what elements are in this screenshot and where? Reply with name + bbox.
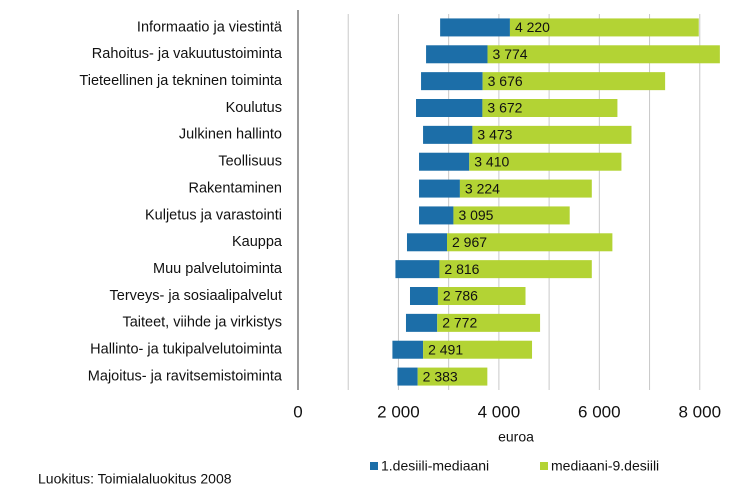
x-tick-label: 4 000 bbox=[478, 402, 521, 421]
bar-segment bbox=[423, 125, 473, 144]
x-tick-label: 2 000 bbox=[377, 402, 420, 421]
bar-segment bbox=[469, 152, 622, 171]
data-label: 2 967 bbox=[452, 234, 487, 250]
data-label: 3 224 bbox=[465, 180, 500, 196]
data-label: 3 672 bbox=[487, 100, 522, 116]
footnote: Luokitus: Toimialaluokitus 2008 bbox=[38, 471, 232, 486]
bar-segment bbox=[472, 125, 632, 144]
y-tick-label: Rahoitus- ja vakuutustoiminta bbox=[92, 46, 283, 62]
legend-swatch bbox=[370, 462, 378, 470]
bar-segment bbox=[419, 179, 460, 198]
bar-segment bbox=[419, 152, 470, 171]
data-label: 2 772 bbox=[442, 315, 477, 331]
bar-segment bbox=[423, 340, 533, 359]
y-tick-label: Kauppa bbox=[232, 234, 283, 250]
legend-swatch bbox=[540, 462, 548, 470]
x-tick-label: 6 000 bbox=[578, 402, 621, 421]
bar-segment bbox=[426, 45, 488, 64]
data-label: 2 491 bbox=[428, 341, 463, 357]
x-tick-label: 0 bbox=[293, 402, 302, 421]
bar-segment bbox=[447, 233, 613, 252]
y-tick-label: Teollisuus bbox=[218, 154, 282, 170]
bar-segment bbox=[437, 313, 541, 332]
x-tick-label: 8 000 bbox=[679, 402, 722, 421]
bar-segment bbox=[482, 99, 618, 117]
bar-segment bbox=[416, 99, 483, 117]
y-tick-label: Taiteet, viihde ja virkistys bbox=[122, 315, 282, 331]
y-tick-label: Rakentaminen bbox=[189, 180, 283, 196]
y-tick-label: Julkinen hallinto bbox=[179, 127, 282, 143]
bar-segment bbox=[395, 260, 440, 279]
legend-label: mediaani-9.desiili bbox=[551, 458, 659, 474]
bar-segment bbox=[397, 367, 418, 386]
y-tick-label: Koulutus bbox=[226, 100, 282, 116]
data-label: 2 383 bbox=[423, 368, 458, 384]
data-label: 3 410 bbox=[474, 153, 509, 169]
y-tick-label: Majoitus- ja ravitsemistoiminta bbox=[88, 368, 283, 384]
y-tick-label: Hallinto- ja tukipalvelutoiminta bbox=[90, 342, 283, 358]
bar-segment bbox=[417, 367, 488, 386]
data-label: 3 676 bbox=[488, 73, 523, 89]
bar-segment bbox=[421, 72, 483, 91]
data-label: 3 473 bbox=[477, 127, 512, 143]
bar-segment bbox=[406, 233, 448, 252]
data-label: 4 220 bbox=[515, 19, 550, 35]
data-label: 2 816 bbox=[444, 261, 479, 277]
y-tick-label: Muu palvelutoiminta bbox=[153, 261, 283, 277]
x-axis-label: euroa bbox=[498, 429, 534, 445]
y-tick-label: Tieteellinen ja tekninen toiminta bbox=[79, 73, 283, 89]
bar-segment bbox=[419, 206, 454, 225]
bar-segment bbox=[487, 45, 720, 64]
data-label: 3 774 bbox=[493, 46, 528, 62]
y-tick-label: Informaatio ja viestintä bbox=[137, 19, 283, 35]
bar-segment bbox=[437, 287, 526, 305]
data-label: 3 095 bbox=[458, 207, 493, 223]
data-label: 2 786 bbox=[443, 288, 478, 304]
bar-segment bbox=[439, 260, 592, 279]
bar-segment bbox=[509, 18, 699, 37]
bar-segment bbox=[409, 287, 438, 305]
bar-segment bbox=[440, 18, 510, 37]
bar-segment bbox=[459, 179, 592, 198]
legend-label: 1.desiili-mediaani bbox=[381, 458, 489, 474]
bar-segment bbox=[405, 313, 438, 332]
y-tick-label: Terveys- ja sosiaalipalvelut bbox=[110, 288, 282, 304]
bar-segment bbox=[453, 206, 570, 225]
bar-segment bbox=[392, 340, 424, 359]
y-tick-label: Kuljetus ja varastointi bbox=[145, 207, 282, 223]
bar-segment bbox=[482, 72, 666, 91]
